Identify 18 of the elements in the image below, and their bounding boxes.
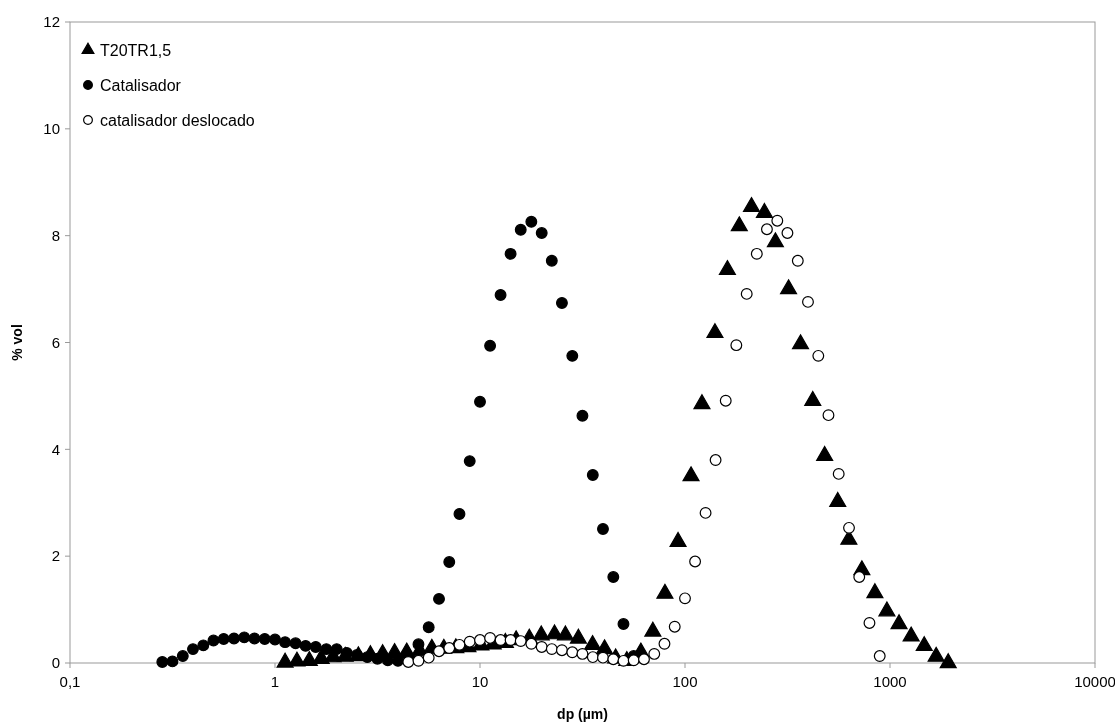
y-axis-title: % vol — [9, 324, 25, 361]
x-tick-label: 10000 — [1074, 673, 1115, 690]
x-tick-label: 100 — [672, 673, 698, 690]
x-tick-label: 1 — [270, 673, 280, 690]
legend-label: T20TR1,5 — [100, 41, 172, 59]
x-tick-label: 1000 — [873, 673, 907, 690]
y-tick-label: 10 — [43, 120, 60, 138]
y-tick-label: 6 — [51, 333, 60, 351]
x-axis-title: dp (µm) — [557, 706, 608, 722]
y-tick-label: 8 — [51, 226, 60, 244]
legend-label: Catalisador — [100, 76, 182, 94]
legend-label: catalisador deslocado — [100, 111, 255, 129]
y-tick-label: 2 — [51, 547, 60, 565]
y-tick-label: 0 — [51, 654, 60, 672]
x-tick-label: 10 — [471, 673, 489, 690]
y-tick-label: 4 — [51, 440, 60, 458]
x-tick-label: 0,1 — [59, 673, 81, 690]
y-tick-label: 12 — [43, 13, 60, 31]
